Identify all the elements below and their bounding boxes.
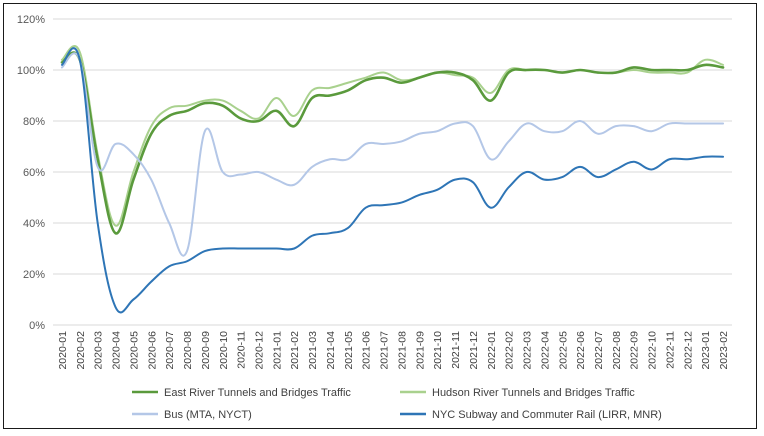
x-tick-label: 2021-04 — [325, 331, 337, 370]
series-line-1 — [60, 44, 725, 227]
y-tick-label: 60% — [23, 167, 45, 179]
legend-label: Bus (MTA, NYCT) — [164, 409, 252, 421]
x-tick-label: 2022-09 — [629, 331, 641, 370]
x-tick-label: 2020-01 — [57, 331, 69, 370]
x-tick-label: 2021-06 — [361, 331, 373, 370]
x-tick-label: 2022-06 — [575, 331, 587, 370]
x-tick-label: 2023-02 — [718, 331, 730, 370]
x-tick-label: 2021-02 — [289, 331, 301, 370]
x-tick-label: 2021-07 — [379, 331, 391, 370]
x-tick-label: 2021-01 — [271, 331, 283, 370]
x-tick-label: 2020-07 — [164, 331, 176, 370]
y-tick-label: 120% — [17, 14, 45, 26]
x-tick-label: 2022-07 — [593, 331, 605, 370]
legend-label: Hudson River Tunnels and Bridges Traffic — [432, 387, 635, 399]
x-tick-label: 2021-09 — [414, 331, 426, 370]
x-tick-label: 2021-03 — [307, 331, 319, 370]
x-tick-label: 2020-03 — [93, 331, 105, 370]
x-tick-label: 2022-11 — [664, 331, 676, 369]
x-tick-label: 2021-12 — [468, 331, 480, 370]
x-tick-label: 2022-12 — [682, 331, 694, 370]
chart-frame: 0% 20% 40% 60% 80% 100% 120% 2020-01 2020-02 202… — [3, 3, 757, 429]
x-tick-label: 2020-11 — [236, 331, 248, 369]
x-tick-label: 2022-10 — [647, 331, 659, 370]
y-axis-tick-labels: 0% 20% 40% 60% 80% 100% 120% — [17, 14, 45, 332]
x-tick-label: 2020-10 — [218, 331, 230, 370]
x-tick-label: 2020-08 — [182, 331, 194, 370]
x-tick-label: 2020-09 — [200, 331, 212, 370]
x-tick-label: 2020-06 — [146, 331, 158, 370]
series-line-3 — [60, 47, 725, 314]
y-tick-label: 100% — [17, 65, 45, 77]
y-tick-label: 80% — [23, 116, 45, 128]
x-tick-label: 2021-11 — [450, 331, 462, 369]
series-line-0 — [60, 51, 725, 235]
gridlines — [53, 18, 732, 326]
legend: East River Tunnels and Bridges Traffic Hu… — [132, 387, 662, 421]
x-tick-label: 2022-03 — [522, 331, 534, 370]
y-tick-label: 20% — [23, 269, 45, 281]
x-tick-label: 2020-05 — [128, 331, 140, 370]
x-tick-label: 2022-01 — [486, 331, 498, 370]
x-tick-label: 2022-02 — [504, 331, 516, 370]
y-tick-label: 0% — [29, 320, 45, 332]
series-line-2 — [60, 52, 725, 257]
x-tick-label: 2023-01 — [700, 331, 712, 370]
x-tick-label: 2020-04 — [111, 331, 123, 370]
x-tick-label: 2021-10 — [432, 331, 444, 370]
x-tick-label: 2020-12 — [253, 331, 265, 370]
y-tick-label: 40% — [23, 218, 45, 230]
x-tick-label: 2022-04 — [539, 331, 551, 370]
x-axis-tick-labels: 2020-01 2020-02 2020-03 2020-04 2020-05 2020-… — [57, 331, 730, 370]
legend-label: NYC Subway and Commuter Rail (LIRR, MNR) — [432, 409, 662, 421]
legend-label: East River Tunnels and Bridges Traffic — [164, 387, 351, 399]
x-tick-label: 2020-02 — [75, 331, 87, 370]
data-series — [60, 44, 725, 314]
x-tick-label: 2021-08 — [396, 331, 408, 370]
x-tick-label: 2021-05 — [343, 331, 355, 370]
x-tick-label: 2022-05 — [557, 331, 569, 370]
line-chart: 0%20%40%60%80%100%120% 2020-01 2020-02 202… — [17, 14, 732, 421]
x-tick-label: 2022-08 — [611, 331, 623, 370]
